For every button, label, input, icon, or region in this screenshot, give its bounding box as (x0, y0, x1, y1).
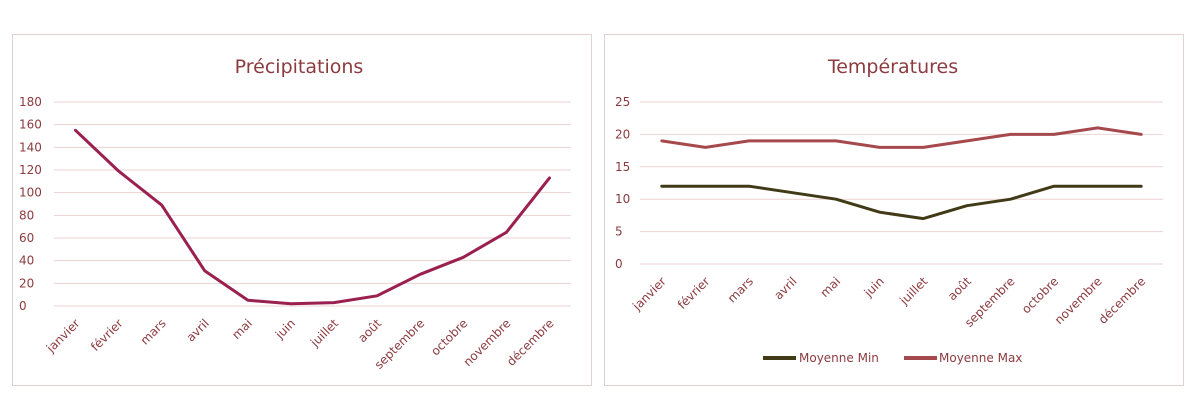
temperature-x-tick-label: avril (771, 274, 799, 302)
precipitation-x-tick-label: juin (272, 316, 298, 342)
temperature-y-tick-label: 15 (615, 160, 630, 174)
temperature-y-tick-label: 10 (615, 192, 630, 206)
temperature-chart-title: Températures (827, 56, 958, 78)
temperature-series-line-1 (660, 126, 1143, 149)
precipitation-x-tick-label: mars (138, 316, 169, 347)
temperature-series-line-0 (660, 184, 1143, 221)
legend-label-1: Moyenne Max (939, 351, 1022, 365)
precipitation-y-tick-label: 100 (19, 186, 42, 200)
temperature-x-tick-label: décembre (1096, 274, 1149, 327)
precipitation-x-tick-label: janvier (43, 316, 83, 356)
precipitation-x-tick-label: avril (184, 316, 212, 344)
temperature-y-tick-label: 0 (615, 257, 623, 271)
precipitation-chart-title: Précipitations (235, 56, 364, 78)
precipitation-y-tick-label: 80 (19, 208, 34, 222)
precipitation-series-line-0 (74, 128, 551, 306)
temperature-x-tick-label: octobre (1019, 274, 1061, 316)
temperature-x-tick-label: juillet (896, 274, 930, 308)
temperature-x-tick-label: août (945, 274, 974, 303)
precipitation-x-tick-label: octobre (428, 316, 470, 358)
temperature-chart: Températures 0 5 10 15 20 25 janvier février mar… (615, 56, 1163, 365)
precipitation-x-tick-label: décembre (504, 316, 557, 369)
precipitation-x-tick-label: février (88, 316, 126, 354)
temperature-x-tick-label: juin (861, 274, 887, 300)
temperature-x-tick-label: mai (818, 274, 844, 300)
precipitation-chart: Précipitations 0 20 40 60 80 100 120 140 160 180 j… (19, 56, 571, 372)
temperature-x-tick-label: mars (725, 274, 756, 305)
temperature-x-tick-label: février (675, 274, 713, 312)
precipitation-x-tick-label: août (355, 316, 384, 345)
temperature-y-tick-label: 20 (615, 127, 630, 141)
precipitation-chart-panel: Précipitations 0 20 40 60 80 100 120 140 160 180 j… (12, 34, 592, 386)
precipitation-y-tick-label: 120 (19, 163, 42, 177)
precipitation-y-tick-label: 20 (19, 276, 34, 290)
precipitation-y-tick-label: 140 (19, 140, 42, 154)
precipitation-y-tick-label: 0 (19, 299, 27, 313)
temperature-chart-panel: Températures 0 5 10 15 20 25 janvier février mar… (604, 34, 1184, 386)
precipitation-y-tick-label: 40 (19, 254, 34, 268)
temperature-x-tick-label: janvier (629, 274, 669, 314)
precipitation-y-tick-label: 160 (19, 118, 42, 132)
precipitation-x-tick-label: juillet (307, 316, 341, 350)
precipitation-y-tick-label: 180 (19, 95, 42, 109)
temperature-y-tick-label: 5 (615, 225, 623, 239)
legend-label-0: Moyenne Min (799, 351, 879, 365)
temperature-y-tick-label: 25 (615, 95, 630, 109)
precipitation-x-tick-label: mai (229, 316, 255, 342)
precipitation-y-tick-label: 60 (19, 231, 34, 245)
